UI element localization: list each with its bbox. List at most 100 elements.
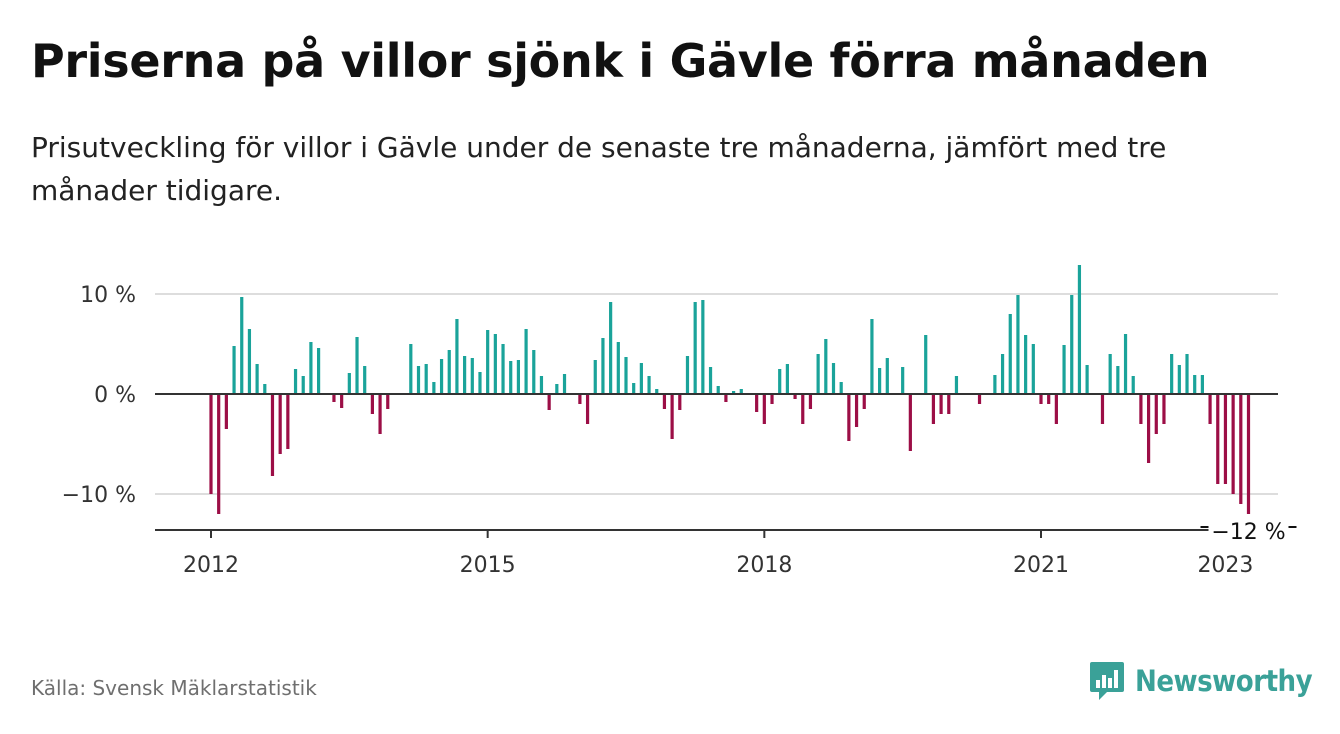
- bar: [1231, 394, 1235, 494]
- bar: [908, 394, 912, 451]
- bar: [1139, 394, 1143, 424]
- bar: [424, 364, 428, 394]
- bar: [816, 354, 820, 394]
- bar: [647, 376, 651, 394]
- bar: [232, 346, 236, 394]
- bar: [1162, 394, 1166, 424]
- bar: [831, 363, 836, 394]
- bar: [263, 384, 267, 394]
- bar: [463, 356, 467, 394]
- bar: [609, 302, 613, 394]
- bar: [1154, 394, 1158, 434]
- bar: [455, 319, 459, 394]
- bar: [1123, 334, 1128, 394]
- bar: [409, 344, 413, 394]
- bar: [1170, 354, 1174, 394]
- bar: [470, 358, 474, 394]
- bar: [801, 394, 805, 424]
- grid-lines: [155, 293, 1278, 495]
- bar: [363, 366, 367, 394]
- bar: [854, 394, 859, 427]
- bar: [901, 367, 905, 394]
- bar: [1016, 295, 1020, 394]
- bar: [770, 394, 774, 404]
- y-axis-tick-labels: 10 % 0 % −10 %: [62, 283, 136, 508]
- bar: [1131, 376, 1135, 394]
- bar: [1246, 394, 1251, 514]
- brand-logo: Newsworthy: [1089, 660, 1313, 702]
- bar: [562, 374, 567, 394]
- bar: [286, 394, 290, 449]
- bar: [1039, 394, 1043, 404]
- x-axis-ticks: 2012 2015 2018 2021 2023: [183, 530, 1253, 578]
- bar: [332, 394, 336, 402]
- bar: [616, 342, 620, 394]
- bar: [885, 358, 889, 394]
- y-tick-label: 0 %: [94, 383, 136, 408]
- bar: [316, 348, 321, 394]
- bar: [839, 382, 843, 394]
- bar: [370, 394, 374, 414]
- bar: [547, 394, 551, 410]
- bar: [270, 394, 275, 476]
- bar: [293, 369, 298, 394]
- bar: [762, 394, 766, 424]
- bar: [1100, 394, 1105, 424]
- chart-subtitle: Prisutveckling för villor i Gävle under …: [31, 131, 1167, 207]
- y-tick-label: −10 %: [62, 483, 136, 508]
- bar: [954, 376, 959, 394]
- bar: [447, 350, 451, 394]
- bar: [624, 357, 628, 394]
- bar: [847, 394, 851, 441]
- bar: [1031, 344, 1035, 394]
- bar: [247, 329, 252, 394]
- bar: [217, 394, 221, 514]
- bar: [947, 394, 951, 414]
- bar: [662, 394, 667, 409]
- bar: [1185, 354, 1189, 394]
- bar: [1000, 354, 1005, 394]
- bar: [493, 334, 497, 394]
- x-tick-label: 2012: [183, 553, 239, 578]
- chart-title: Priserna på villor sjönk i Gävle förra m…: [31, 34, 1210, 88]
- bar: [632, 383, 636, 394]
- x-tick-label: 2015: [460, 553, 516, 578]
- last-value-annotation: −12 %: [1200, 518, 1297, 545]
- bar: [524, 329, 528, 394]
- bar: [693, 302, 697, 394]
- bar: [655, 389, 659, 394]
- bar: [539, 376, 544, 394]
- y-tick-label: 10 %: [80, 283, 136, 308]
- bar: [1070, 295, 1074, 394]
- bar: [309, 342, 313, 394]
- bar-chart-speech-bubble-icon: [1090, 662, 1124, 700]
- bar: [878, 368, 882, 394]
- bar: [255, 364, 259, 394]
- bar: [386, 394, 390, 409]
- bar: [439, 359, 444, 394]
- bar: [670, 394, 674, 439]
- bar: [824, 339, 828, 394]
- bar: [724, 394, 728, 402]
- brand-name: Newsworthy: [1135, 664, 1313, 698]
- bar: [1193, 375, 1197, 394]
- bar: [1054, 394, 1058, 424]
- bar: [347, 373, 351, 394]
- bar: [501, 344, 505, 394]
- source-note: Källa: Svensk Mäklarstatistik: [31, 676, 317, 700]
- bar: [993, 375, 997, 394]
- bar: [1077, 265, 1082, 394]
- bar: [578, 394, 582, 404]
- bar: [1116, 366, 1120, 394]
- bar: [639, 363, 643, 394]
- bar: [808, 394, 813, 409]
- bar: [478, 372, 482, 394]
- bar: [1108, 354, 1112, 394]
- bar: [708, 367, 713, 394]
- bar: [785, 364, 789, 394]
- bar: [1047, 394, 1051, 404]
- bar: [1223, 394, 1228, 484]
- bar: [301, 376, 305, 394]
- x-tick-label: 2018: [736, 553, 792, 578]
